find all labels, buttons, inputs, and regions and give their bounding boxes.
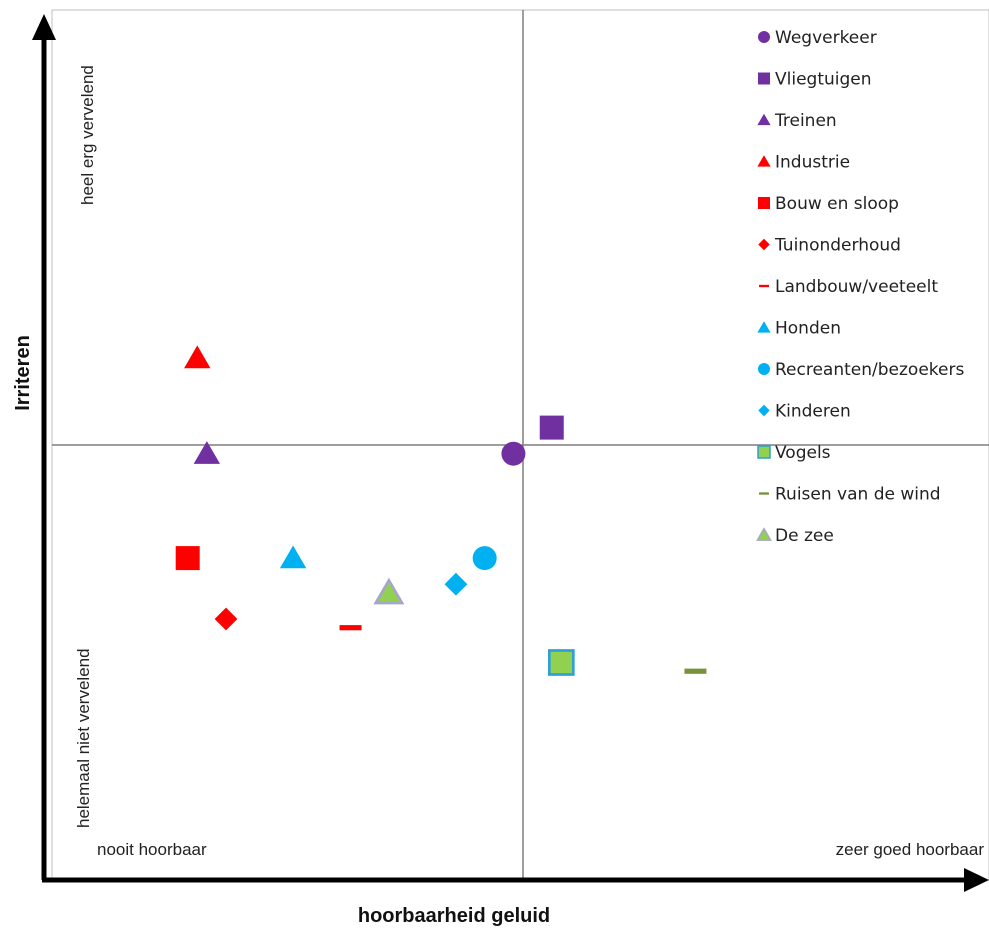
legend-label-wegverkeer: Wegverkeer [775, 28, 877, 48]
legend-marker-vliegtuigen [758, 72, 770, 85]
legend-label-vliegtuigen: Vliegtuigen [775, 70, 872, 90]
legend-label-bouw-en-sloop: Bouw en sloop [775, 194, 899, 214]
point-vogels [547, 649, 575, 676]
legend-label-ruisen-van-de-wind: Ruisen van de wind [775, 485, 941, 505]
legend-marker-kinderen [758, 404, 770, 417]
legend-label-industrie: Industrie [775, 153, 850, 173]
point-treinen [193, 441, 221, 464]
point-recreanten-bezoekers [472, 546, 497, 571]
point-kinderen [444, 572, 468, 596]
data-markers [175, 345, 707, 676]
legend-marker-bouw-en-sloop [758, 197, 770, 209]
legend-label-vogels: Vogels [775, 443, 831, 463]
x-axis-title: hoorbaarheid geluid [358, 905, 550, 927]
y-axis-title: Irriteren [12, 335, 34, 411]
y-axis-arrowhead [32, 14, 56, 40]
legend-label-honden: Honden [775, 319, 841, 339]
y-high-label: heel erg vervelend [78, 65, 97, 205]
point-vliegtuigen [539, 415, 564, 440]
point-ruisen-van-de-wind [684, 668, 707, 674]
legend-label-landbouw-veeteelt: Landbouw/veeteelt [775, 277, 938, 297]
x-high-label: zeer goed hoorbaar [836, 840, 985, 859]
point-wegverkeer [501, 441, 526, 466]
legend-label-tuinonderhoud: Tuinonderhoud [774, 236, 901, 256]
point-de-zee [373, 577, 405, 605]
legend-label-treinen: Treinen [774, 111, 837, 131]
legend-marker-recreanten-bezoekers [758, 363, 770, 375]
point-industrie [184, 345, 211, 369]
x-axis [42, 868, 989, 892]
legend-marker-wegverkeer [758, 31, 770, 43]
legend-marker-honden [757, 321, 771, 333]
legend-marker-vogels [757, 445, 771, 459]
legend: Wegverkeer Vliegtuigen Treinen Industrie Bou… [756, 28, 964, 546]
legend-label-kinderen: Kinderen [775, 402, 851, 422]
point-tuinonderhoud [214, 607, 238, 631]
x-axis-arrowhead [964, 868, 989, 892]
legend-label-de-zee: De zee [775, 526, 834, 546]
point-landbouw-veeteelt [339, 625, 362, 631]
point-honden [279, 545, 307, 569]
legend-marker-de-zee [756, 527, 772, 541]
legend-marker-landbouw-veeteelt [759, 284, 769, 288]
legend-marker-industrie [757, 155, 771, 167]
y-axis [32, 14, 56, 880]
legend-marker-tuinonderhoud [758, 238, 770, 251]
y-low-label: helemaal niet vervelend [74, 648, 93, 828]
x-low-label: nooit hoorbaar [97, 840, 207, 859]
point-bouw-en-sloop [175, 546, 200, 571]
legend-marker-ruisen-van-de-wind [759, 492, 769, 495]
legend-marker-treinen [757, 113, 771, 126]
legend-label-recreanten-bezoekers: Recreanten/bezoekers [775, 360, 964, 380]
